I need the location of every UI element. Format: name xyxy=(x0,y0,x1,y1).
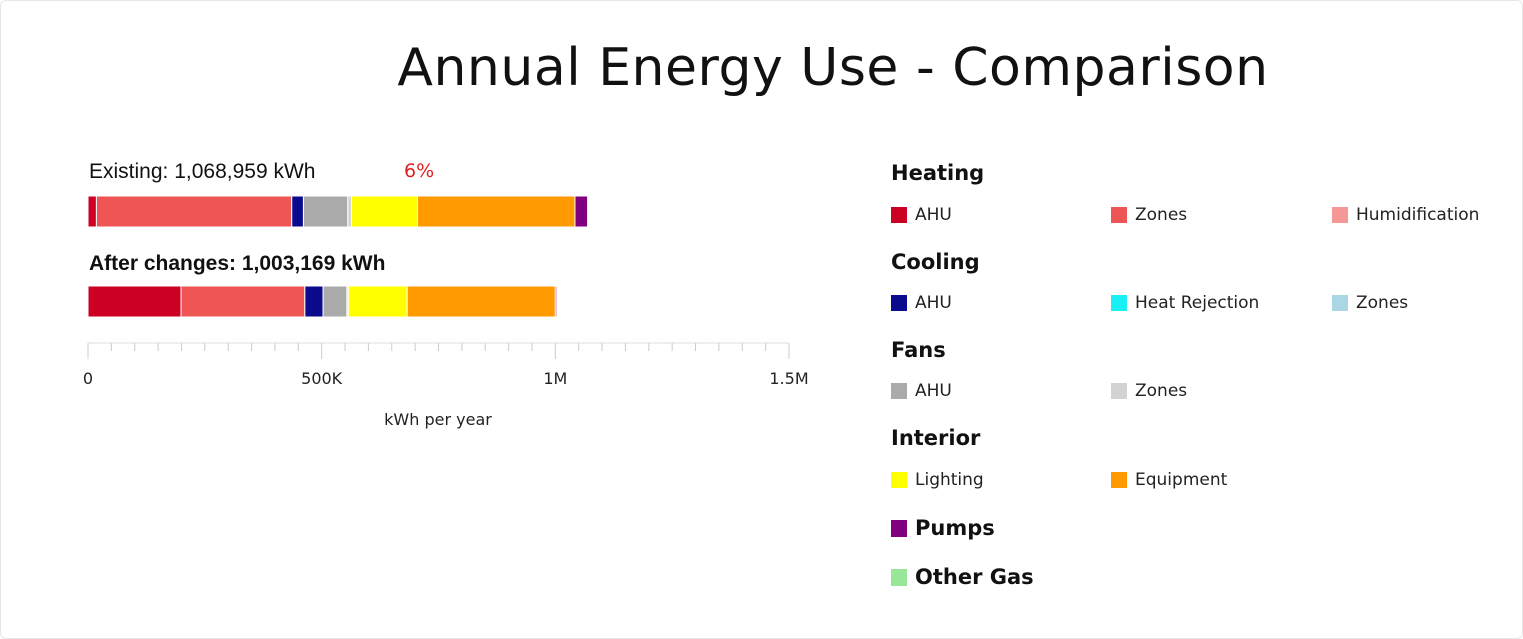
bar-label-after: After changes: 1,003,169 kWh xyxy=(89,252,386,275)
legend-swatch xyxy=(1111,383,1127,399)
legend-swatch xyxy=(1332,295,1348,311)
bar-label-existing: Existing: 1,068,959 kWh xyxy=(89,160,316,183)
stacked-bar-chart: 0 500K 1M 1.5M kWh per year xyxy=(83,195,809,429)
x-axis-title: kWh per year xyxy=(384,410,492,429)
legend-label: AHU xyxy=(915,381,952,401)
legend-swatch xyxy=(891,207,907,223)
legend-label: Zones xyxy=(1135,205,1188,225)
bar-segment-existing-interior-lighting xyxy=(351,195,418,228)
legend-group-interior: Interior xyxy=(891,426,981,450)
legend-swatch xyxy=(1332,207,1348,223)
legend-swatch xyxy=(1111,472,1127,488)
legend-group-cooling: Cooling xyxy=(891,250,980,274)
bar-segment-after-pumps-pumps xyxy=(554,285,558,318)
legend-label: Lighting xyxy=(915,470,984,490)
bar-segment-existing-pumps-pumps xyxy=(574,195,589,228)
bar-segment-after-fans-ahu xyxy=(322,285,348,318)
legend-label: Equipment xyxy=(1135,470,1228,490)
legend-swatch xyxy=(1111,207,1127,223)
legend-swatch xyxy=(891,383,907,399)
bar-segment-after-interior-equipment xyxy=(406,285,556,318)
legend-label: Zones xyxy=(1356,293,1409,313)
legend-item-fans-ahu: AHU xyxy=(891,381,952,401)
legend-group-fans: Fans xyxy=(891,338,946,362)
bar-segment-after-interior-lighting xyxy=(347,285,408,318)
legend-item-interior-equipment: Equipment xyxy=(1111,470,1227,490)
legend-label: Pumps xyxy=(915,516,995,540)
x-tick-label: 500K xyxy=(301,369,343,388)
legend-item-fans-zones: Zones xyxy=(1111,381,1187,401)
legend-swatch xyxy=(891,295,907,311)
legend-item-cooling-zones: Zones xyxy=(1332,293,1408,313)
legend-swatch xyxy=(891,472,907,488)
legend-swatch xyxy=(1111,295,1127,311)
legend-item-interior-lighting: Lighting xyxy=(891,470,984,490)
bar-segment-existing-fans-ahu xyxy=(302,195,349,228)
legend-label: AHU xyxy=(915,205,952,225)
bar-segment-existing-cooling-ahu xyxy=(291,195,304,228)
legend-swatch xyxy=(891,568,907,586)
bar-segment-after-cooling-ahu xyxy=(304,285,324,318)
legend-item-other-gas: Other Gas xyxy=(891,565,1034,589)
legend-item-cooling-ahu: AHU xyxy=(891,293,952,313)
legend-item-pumps: Pumps xyxy=(891,516,995,540)
x-tick-label: 1M xyxy=(543,369,567,388)
legend-item-heating-zones: Zones xyxy=(1111,205,1187,225)
legend-label: Zones xyxy=(1135,381,1188,401)
legend-label: Heat Rejection xyxy=(1135,293,1260,313)
legend-item-heating-ahu: AHU xyxy=(891,205,952,225)
bar-segment-after-heating-ahu xyxy=(87,285,182,318)
x-tick-label: 0 xyxy=(83,369,93,388)
chart-title: Annual Energy Use - Comparison xyxy=(397,38,1269,98)
legend-swatch xyxy=(891,519,907,537)
x-tick-label: 1.5M xyxy=(769,369,808,388)
change-percent: 6% xyxy=(404,160,435,182)
legend-label: Other Gas xyxy=(915,565,1034,589)
legend-item-heating-humidification: Humidification xyxy=(1332,205,1479,225)
bar-segment-after-heating-zones xyxy=(180,285,306,318)
legend-label: AHU xyxy=(915,293,952,313)
legend-item-cooling-heat-rejection: Heat Rejection xyxy=(1111,293,1259,313)
legend-label: Humidification xyxy=(1356,205,1480,225)
bar-segment-existing-interior-equipment xyxy=(416,195,576,228)
bar-segment-existing-heating-ahu xyxy=(87,195,97,228)
legend-group-heating: Heating xyxy=(891,161,985,185)
bar-segment-existing-heating-zones xyxy=(95,195,293,228)
bar-segment-existing-fans-zones xyxy=(347,195,353,228)
